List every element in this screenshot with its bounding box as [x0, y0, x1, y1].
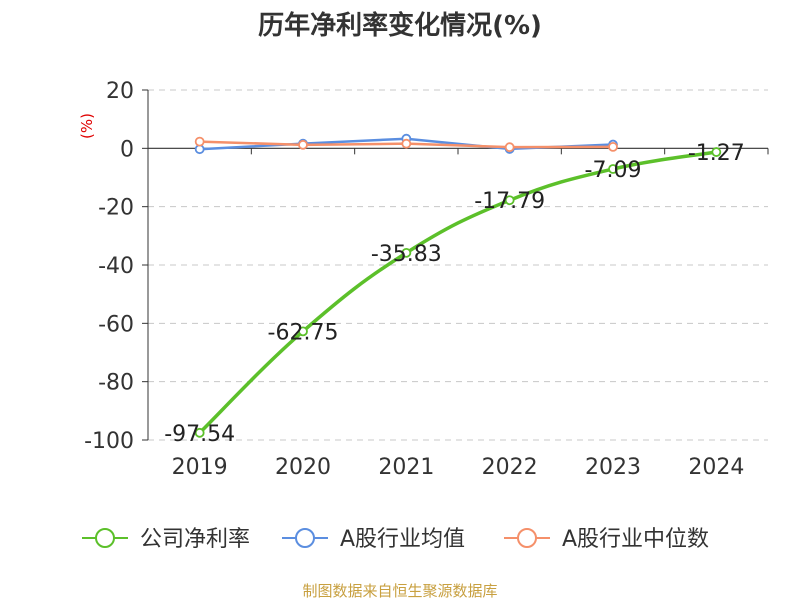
y-tick-label: -60 — [98, 312, 134, 337]
y-tick-label: -40 — [98, 254, 134, 279]
y-tick-label: 0 — [120, 137, 134, 162]
legend-item-0: 公司净利率 — [82, 527, 250, 552]
data-label: -62.75 — [268, 320, 339, 345]
x-tick-label: 2019 — [172, 455, 228, 480]
legend-label: 公司净利率 — [140, 527, 250, 552]
data-label: -17.79 — [474, 189, 545, 214]
data-point — [504, 195, 515, 206]
series-0 — [194, 147, 722, 438]
data-point — [194, 427, 205, 438]
x-tick-label: 2023 — [585, 455, 641, 480]
x-tick-label: 2021 — [378, 455, 434, 480]
legend-label: A股行业均值 — [340, 527, 465, 552]
series-lines — [194, 133, 722, 438]
y-tick-label: -100 — [84, 429, 134, 454]
x-tick-label: 2020 — [275, 455, 331, 480]
source-note: 制图数据来自恒生聚源数据库 — [302, 582, 497, 600]
data-label: -7.09 — [585, 158, 642, 183]
data-point — [608, 164, 618, 174]
series-line — [198, 150, 717, 435]
chart-title: 历年净利率变化情况(%) — [258, 10, 542, 41]
legend-marker — [95, 528, 115, 548]
y-tick-label: -80 — [98, 371, 134, 396]
y-axis-unit-label: (%) — [78, 113, 96, 139]
grid-lines — [148, 89, 768, 441]
data-label: -97.54 — [164, 422, 235, 447]
x-tick-label: 2022 — [482, 455, 538, 480]
x-tick-label: 2024 — [688, 455, 744, 480]
legend-marker — [295, 528, 315, 548]
axes: 20 0 -20 -40 -60 -80 -100 2019 2020 2021 2022 2023 2… — [84, 79, 769, 480]
data-point — [711, 147, 722, 157]
legend-marker — [517, 528, 537, 548]
data-label: -1.27 — [688, 141, 745, 166]
data-point — [608, 141, 618, 152]
legend-item-2: A股行业中位数 — [504, 527, 709, 552]
y-tick-label: 20 — [106, 79, 134, 104]
legend-label: A股行业中位数 — [562, 527, 709, 552]
data-point — [401, 247, 412, 258]
data-point — [298, 139, 308, 150]
data-point — [298, 326, 308, 337]
legend-item-1: A股行业均值 — [282, 527, 465, 552]
series-2 — [194, 136, 618, 153]
data-label: -35.83 — [371, 242, 442, 267]
y-tick-label: -20 — [98, 196, 134, 221]
legend: 公司净利率 A股行业均值 A股行业中位数 — [82, 527, 709, 552]
data-labels: -97.54 -62.75 -35.83 -17.79 -7.09 -1.27 — [164, 141, 745, 447]
data-point — [194, 136, 205, 147]
data-point — [401, 138, 412, 149]
data-point — [504, 142, 515, 153]
